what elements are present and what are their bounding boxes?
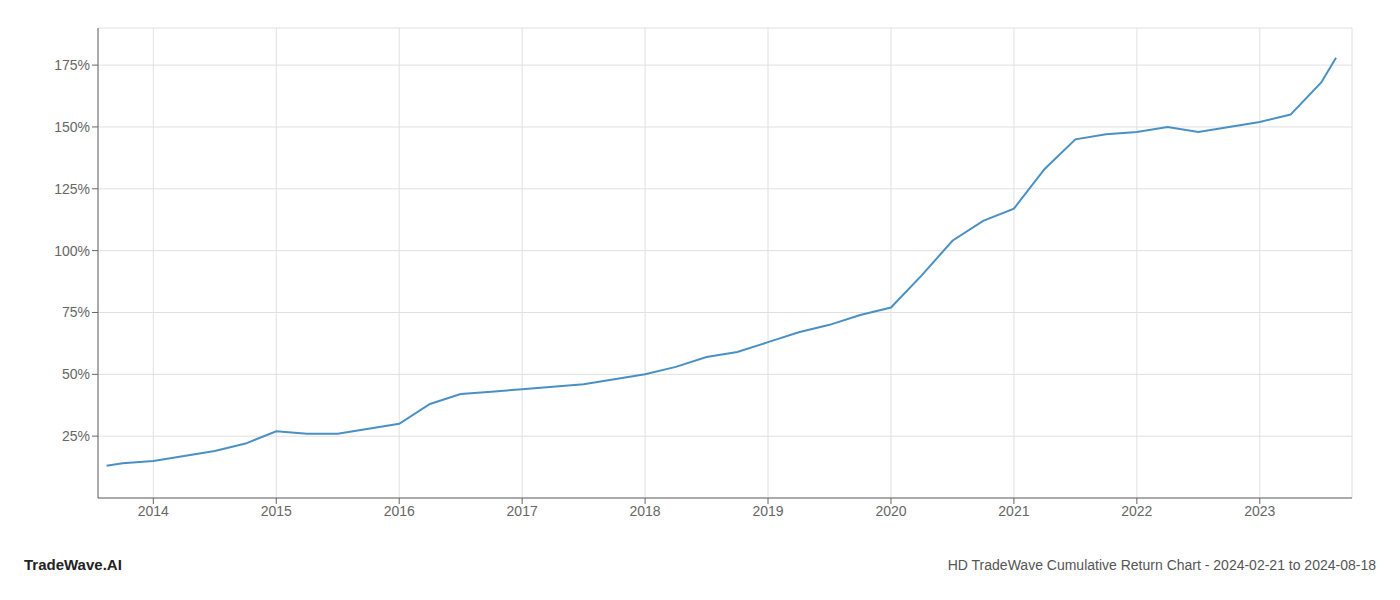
html-text:HD TradeWave Cumulative Return: HD TradeWave Cumulative Return Chart - 2… [947,557,1376,573]
svg-text:175%: 175% [54,57,90,73]
svg-text:150%: 150% [54,119,90,135]
svg-text:2021: 2021 [998,503,1029,519]
svg-text:2020: 2020 [875,503,906,519]
svg-text:2017: 2017 [507,503,538,519]
svg-text:50%: 50% [62,366,90,382]
svg-text:2019: 2019 [752,503,783,519]
svg-text:2022: 2022 [1121,503,1152,519]
html-text:TradeWave.AI: TradeWave.AI [24,556,122,573]
svg-text:125%: 125% [54,181,90,197]
svg-text:2018: 2018 [630,503,661,519]
svg-text:2023: 2023 [1244,503,1275,519]
svg-text:75%: 75% [62,304,90,320]
svg-text:25%: 25% [62,428,90,444]
svg-text:2016: 2016 [384,503,415,519]
svg-text:2014: 2014 [138,503,169,519]
svg-text:2015: 2015 [261,503,292,519]
svg-text:100%: 100% [54,243,90,259]
